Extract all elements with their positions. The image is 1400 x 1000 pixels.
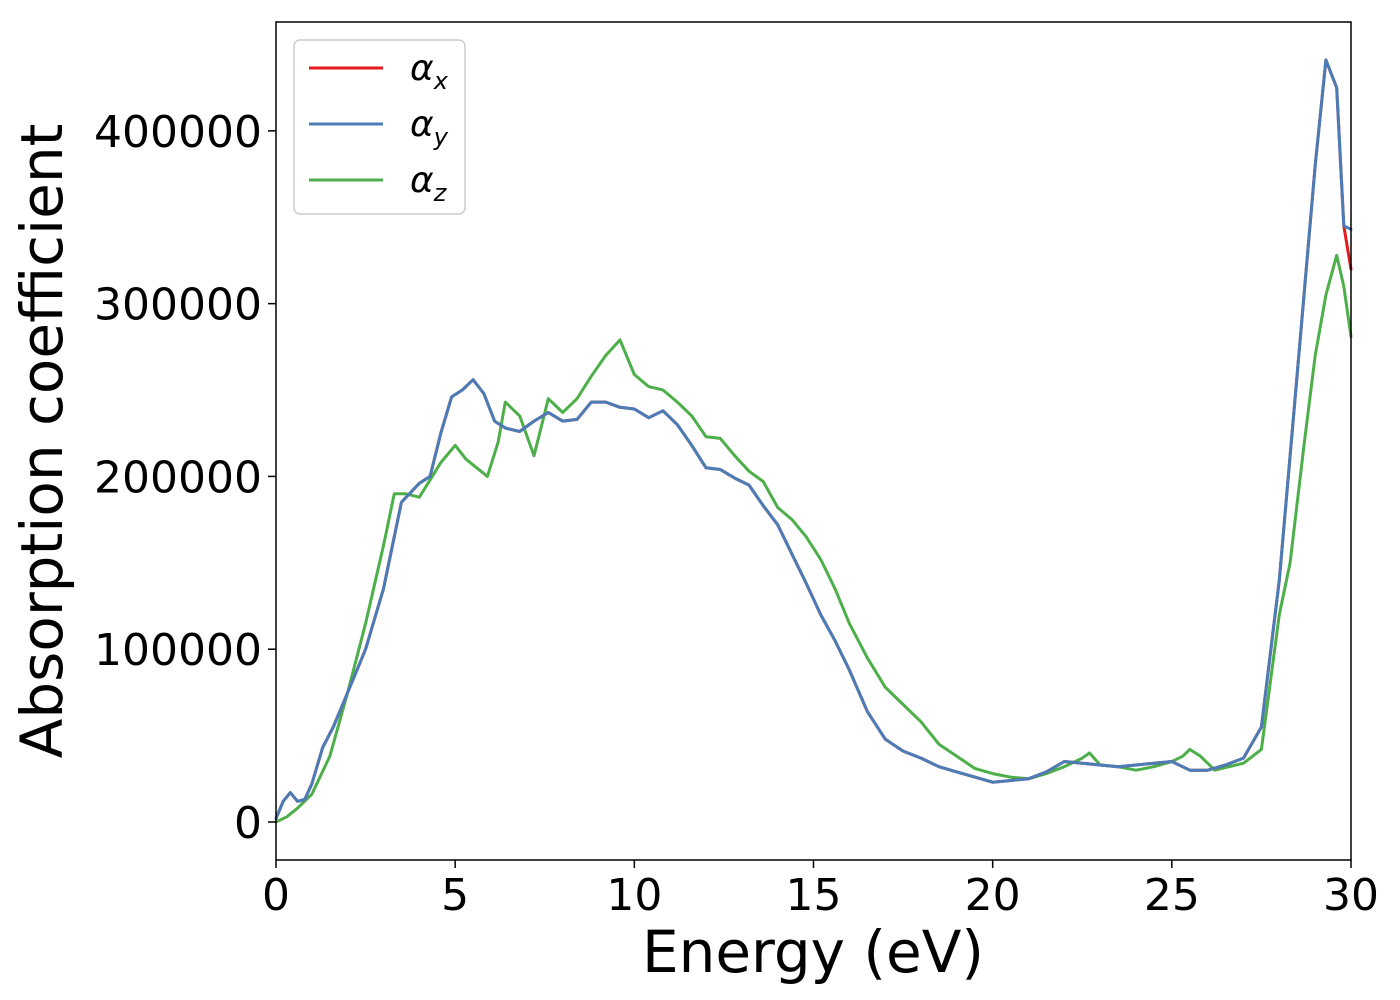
y-tick-label: 0 bbox=[234, 798, 262, 849]
x-tick-label: 15 bbox=[786, 870, 842, 921]
x-axis: 0 5 10 15 20 25 30 bbox=[262, 860, 1379, 921]
x-tick-label: 5 bbox=[441, 870, 469, 921]
y-tick-label: 400000 bbox=[94, 107, 262, 158]
y-tick-label: 100000 bbox=[94, 625, 262, 676]
legend-subscript-y: y bbox=[433, 123, 449, 151]
series-layer bbox=[274, 58, 1353, 824]
legend-subscript-x: x bbox=[433, 67, 449, 95]
x-tick-label: 25 bbox=[1144, 870, 1200, 921]
x-axis-label: Energy (eV) bbox=[642, 918, 984, 986]
series-line-alpha-y bbox=[274, 58, 1353, 820]
x-tick-label: 20 bbox=[965, 870, 1021, 921]
legend-box bbox=[293, 39, 466, 215]
legend-subscript-z: z bbox=[433, 179, 448, 207]
series-line-alpha-z bbox=[274, 253, 1353, 824]
x-tick-label: 30 bbox=[1323, 870, 1379, 921]
y-axis-label: Absorption coefficient bbox=[8, 124, 76, 759]
x-tick-label: 0 bbox=[262, 870, 290, 921]
y-axis: 0 100000 200000 300000 400000 bbox=[94, 107, 276, 849]
x-tick-label: 10 bbox=[606, 870, 662, 921]
y-tick-label: 200000 bbox=[94, 452, 262, 503]
y-tick-label: 300000 bbox=[94, 280, 262, 331]
